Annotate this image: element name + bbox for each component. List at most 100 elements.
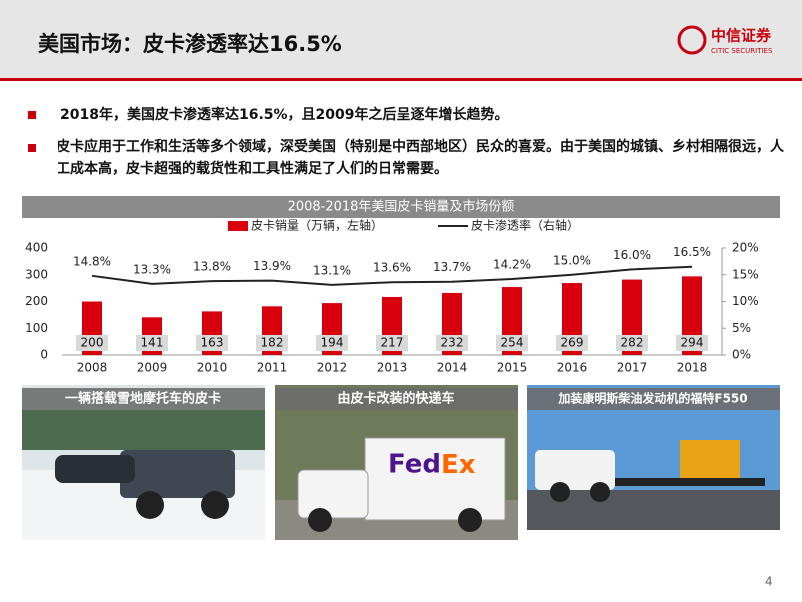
bar-label-box — [616, 335, 648, 351]
photo-trailer — [615, 478, 765, 486]
photo-panel: 加装康明斯柴油发动机的福特F550 — [527, 385, 780, 530]
bar-label-box — [256, 335, 288, 351]
photo-wheel — [458, 508, 482, 532]
x-tick-label: 2016 — [557, 361, 588, 375]
bar-label-box — [556, 335, 588, 351]
photo-panel: FedEx 由皮卡改装的快递车 — [275, 385, 518, 540]
photo-wheel — [201, 491, 229, 519]
chart: 0 100 200 300 400 0% 5% 10% 15% 20% 皮卡销量（万辆，左轴） 皮卡渗… — [25, 218, 759, 375]
y-tick-label: 300 — [25, 267, 48, 281]
chart-title-bar — [22, 196, 780, 218]
bar-label-box — [496, 335, 528, 351]
x-tick-label: 2018 — [677, 361, 708, 375]
header-bar — [0, 0, 802, 78]
y-tick-label: 200 — [25, 294, 48, 308]
legend-label: 皮卡销量（万辆，左轴） — [251, 218, 383, 233]
chart-title: 2008-2018年美国皮卡销量及市场份额 — [288, 199, 515, 215]
photo-road — [527, 490, 780, 530]
header-rule — [0, 78, 802, 81]
bar-label: 282 — [621, 336, 644, 350]
bullet-text: 皮卡应用于工作和生活等多个领域，深受美国（特别是中西部地区）民众的喜爱。由于美国… — [58, 139, 784, 177]
photo-logo: FedEx — [388, 450, 476, 480]
line-label: 13.7% — [433, 260, 471, 274]
photo-caption: 由皮卡改装的快递车 — [337, 391, 454, 407]
photo-backhoe — [680, 440, 740, 478]
bar-label-box — [136, 335, 168, 351]
line-label: 14.2% — [493, 258, 531, 272]
bar-label-box — [376, 335, 408, 351]
page-number: 4 — [765, 575, 773, 589]
line-label: 13.8% — [193, 260, 231, 274]
y2-tick-label: 5% — [732, 321, 751, 335]
x-tick-label: 2013 — [377, 361, 408, 375]
y2-tick-label: 20% — [732, 241, 759, 255]
bar-label: 141 — [141, 336, 164, 350]
photo-wheel — [550, 482, 570, 502]
line-label: 13.1% — [313, 263, 351, 277]
bar-label: 200 — [81, 336, 104, 350]
bar-label: 269 — [561, 336, 584, 350]
legend-label: 皮卡渗透率（右轴） — [471, 218, 579, 233]
photo-snowmobile — [55, 455, 135, 483]
photo-caption-bar — [527, 388, 780, 410]
line-label: 16.5% — [673, 245, 711, 259]
logo-text-en: CITIC SECURITIES — [711, 47, 773, 55]
photo-caption: 一辆搭载雪地摩托车的皮卡 — [65, 391, 221, 407]
bar-label: 232 — [441, 336, 464, 350]
line-label: 13.6% — [373, 261, 411, 275]
photo-van-box — [364, 437, 506, 521]
photo-caption: 加装康明斯柴油发动机的福特F550 — [557, 391, 747, 406]
y-tick-label: 400 — [25, 241, 48, 255]
slide-title: 美国市场：皮卡渗透率达16.5% — [38, 32, 342, 56]
line-label: 13.3% — [133, 262, 171, 276]
logo-mark — [677, 25, 707, 55]
x-tick-label: 2012 — [317, 361, 348, 375]
bar-label-box — [436, 335, 468, 351]
line-label: 13.9% — [253, 259, 291, 273]
bar-label: 163 — [201, 336, 224, 350]
photo-wheel — [136, 491, 164, 519]
photo-truck — [120, 450, 235, 498]
bullet-mark — [28, 111, 36, 119]
x-tick-label: 2008 — [77, 361, 108, 375]
y2-tick-label: 15% — [732, 267, 759, 281]
bar-label-box — [76, 335, 108, 351]
photo-wheel — [308, 508, 332, 532]
photo-wheel — [590, 482, 610, 502]
bar-label: 194 — [321, 336, 344, 350]
x-tick-label: 2015 — [497, 361, 528, 375]
line-label: 14.8% — [73, 254, 111, 268]
y2-tick-label: 0% — [732, 348, 751, 362]
y-tick-label: 100 — [25, 321, 48, 335]
x-tick-label: 2017 — [617, 361, 648, 375]
bullet-mark — [28, 144, 36, 152]
x-tick-label: 2009 — [137, 361, 168, 375]
bar-label-box — [196, 335, 228, 351]
photo-panel: 一辆搭载雪地摩托车的皮卡 — [22, 385, 265, 540]
bullet-text: 2018年，美国皮卡渗透率达16.5%，且2009年之后呈逐年增长趋势。 — [60, 106, 509, 123]
photo-trees — [22, 410, 265, 450]
x-tick-label: 2014 — [437, 361, 468, 375]
line-label: 16.0% — [613, 248, 651, 262]
bullet-wrap: 皮卡应用于工作和生活等多个领域，深受美国（特别是中西部地区）民众的喜爱。由于美国… — [58, 139, 784, 177]
y2-tick-label: 10% — [732, 294, 759, 308]
x-tick-label: 2011 — [257, 361, 288, 375]
bar-label-box — [676, 335, 708, 351]
line-label: 15.0% — [553, 253, 591, 267]
bar-label: 217 — [381, 336, 404, 350]
logo-text: 中信证券 — [711, 27, 772, 45]
bar-label: 294 — [681, 336, 704, 350]
legend-swatch — [228, 221, 248, 231]
photo-caption-bar — [22, 388, 265, 410]
bar-label: 254 — [501, 336, 524, 350]
y-tick-label: 0 — [40, 348, 48, 362]
photo-van-cab — [297, 469, 369, 519]
photo-caption-bar — [275, 388, 518, 410]
x-tick-label: 2010 — [197, 361, 228, 375]
photo-truck — [535, 450, 615, 490]
bar-label: 182 — [261, 336, 284, 350]
line — [91, 265, 693, 286]
bar-label-box — [316, 335, 348, 351]
